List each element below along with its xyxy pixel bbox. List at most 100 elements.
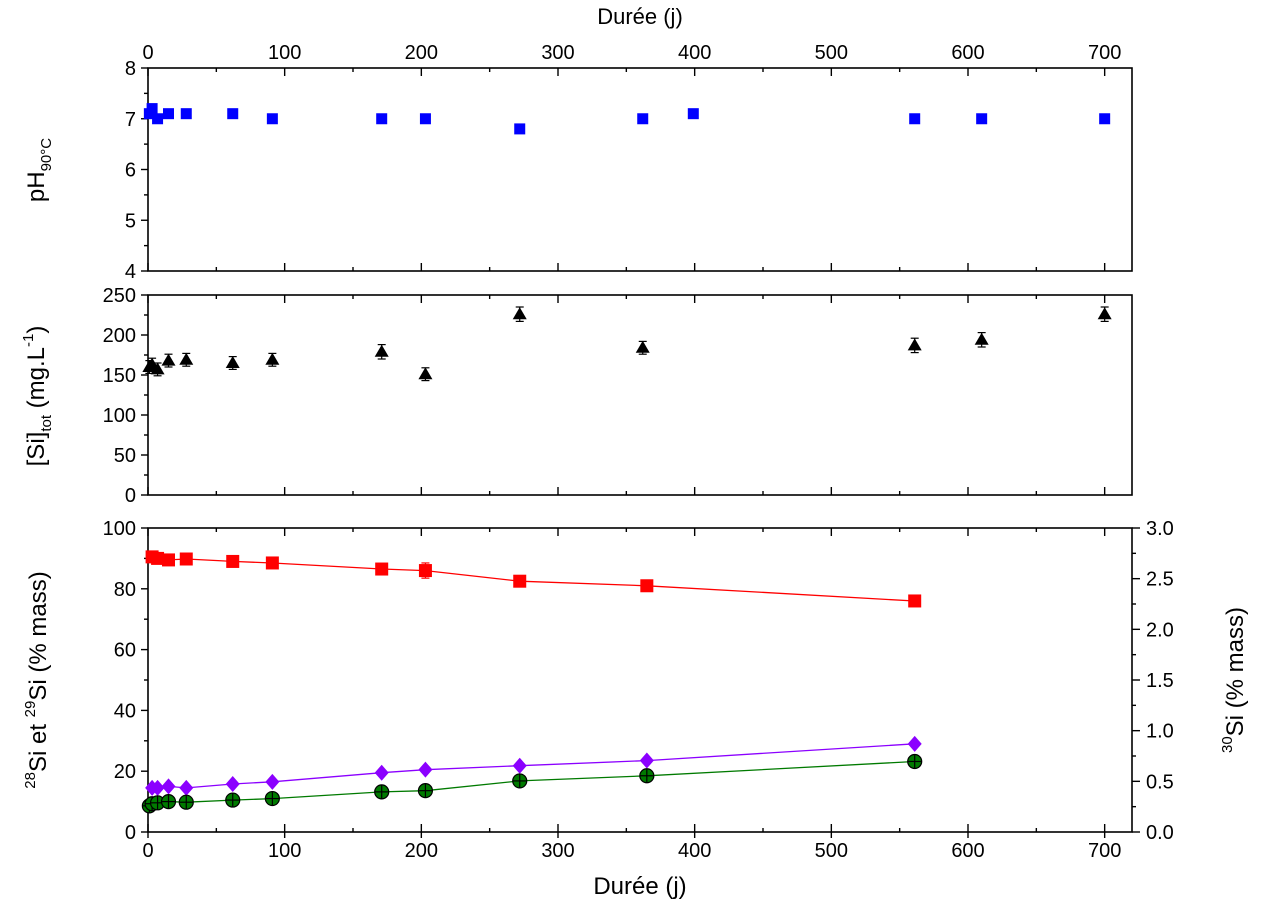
- ph-label-sub: 90°C: [38, 138, 55, 172]
- data-point-square: [909, 113, 921, 125]
- data-point-triangle: [907, 338, 922, 351]
- data-point-triangle: [635, 340, 650, 353]
- y-tick-label: 100: [103, 405, 136, 427]
- y-tick-label: 80: [114, 579, 136, 601]
- data-point-triangle: [974, 332, 989, 345]
- si-label-sup: -1: [20, 334, 37, 347]
- data-point-triangle: [1097, 307, 1112, 320]
- data-point-triangle: [418, 367, 433, 380]
- data-point-triangle: [225, 356, 240, 368]
- data-point-triangle: [161, 353, 176, 366]
- right-y-tick-label: 1.0: [1146, 721, 1174, 743]
- data-point-triangle: [374, 344, 389, 357]
- isotope-right-y-axis-title: 30Si (% mass): [1219, 607, 1249, 753]
- data-point-diamond: [418, 761, 433, 778]
- x-tick-label: 600: [951, 840, 984, 862]
- data-point-square: [1099, 113, 1111, 125]
- si-y-axis-title: [Si]tot (mg.L-1): [20, 326, 55, 467]
- data-point-triangle: [150, 362, 165, 375]
- data-point-square: [227, 108, 239, 120]
- data-point-square: [162, 553, 175, 567]
- data-point-diamond: [512, 757, 527, 774]
- data-point-diamond: [265, 773, 280, 790]
- si-label-main: [Si]: [23, 432, 50, 467]
- x-tick-label: 200: [405, 42, 438, 64]
- x-tick-label: 700: [1088, 42, 1121, 64]
- data-point-diamond: [639, 752, 654, 769]
- y-tick-label: 100: [103, 518, 136, 540]
- x-tick-label: 0: [142, 42, 153, 64]
- series-line-2-2: [148, 760, 915, 807]
- data-point-square: [163, 108, 174, 120]
- right-y-tick-label: 0.0: [1146, 822, 1174, 844]
- data-point-triangle: [265, 352, 280, 365]
- right-y-tick-label: 1.5: [1146, 670, 1174, 692]
- x-tick-label: 100: [268, 42, 301, 64]
- si-label-sub: tot: [38, 414, 55, 432]
- y-tick-label: 40: [114, 700, 136, 722]
- y-tick-label: 0: [125, 485, 136, 507]
- y-tick-label: 200: [103, 325, 136, 347]
- ph-label-main: pH: [23, 171, 50, 202]
- si-label-end: ): [23, 326, 50, 334]
- y-tick-label: 50: [114, 445, 136, 467]
- ph-panel-frame: [147, 67, 1133, 272]
- tick-labels: 0 100 200 300 400 500 600 700456780501001502002…: [103, 42, 1174, 862]
- right-y-tick-label: 3.0: [1146, 518, 1174, 540]
- x-tick-label: 400: [678, 42, 711, 64]
- ph-y-axis-title: pH90°C: [23, 138, 55, 202]
- x-tick-label: 100: [268, 840, 301, 862]
- data-point-square: [419, 113, 431, 125]
- data-point-square: [226, 554, 240, 568]
- data-point-square: [976, 113, 988, 125]
- data-point-square: [908, 594, 922, 608]
- data-point-diamond: [179, 779, 194, 796]
- data-point-diamond: [374, 764, 389, 781]
- right-y-tick-label: 2.0: [1146, 619, 1174, 641]
- y-tick-label: 4: [125, 261, 136, 283]
- isotope-left-a: Si et: [25, 717, 52, 772]
- data-point-triangle: [179, 352, 194, 365]
- data-points: [141, 103, 1112, 814]
- right-y-tick-label: 0.5: [1146, 771, 1174, 793]
- x-tick-label: 700: [1088, 840, 1121, 862]
- x-tick-label: 400: [678, 840, 711, 862]
- y-tick-label: 250: [103, 285, 136, 307]
- data-point-square: [266, 113, 278, 125]
- data-point-diamond: [150, 779, 165, 796]
- bottom-x-axis-title: Durée (j): [593, 873, 686, 900]
- data-point-diamond: [161, 778, 176, 795]
- y-tick-label: 8: [125, 58, 136, 80]
- x-tick-label: 0: [142, 840, 153, 862]
- series-lines: [148, 556, 915, 807]
- data-point-square: [514, 123, 526, 135]
- isotope-left-b: Si (% mass): [25, 571, 52, 700]
- si-panel-frame: [147, 294, 1133, 496]
- isotope-left-sup-a: 28: [22, 772, 39, 789]
- data-point-square: [146, 103, 158, 115]
- data-point-square: [513, 574, 527, 588]
- isotope-left-sup-b: 29: [22, 701, 39, 718]
- data-point-square: [687, 108, 699, 120]
- data-point-square: [180, 108, 192, 120]
- isotope-left-y-axis-title: 28Si et 29Si (% mass): [22, 571, 52, 788]
- y-tick-label: 20: [114, 761, 136, 783]
- right-y-tick-label: 2.5: [1146, 569, 1174, 591]
- x-tick-label: 200: [405, 840, 438, 862]
- data-point-square: [376, 113, 388, 125]
- y-tick-label: 7: [125, 109, 136, 131]
- x-tick-label: 500: [815, 840, 848, 862]
- y-tick-label: 60: [114, 640, 136, 662]
- data-point-square: [265, 556, 279, 570]
- si-label-tail: (mg.L: [23, 347, 50, 415]
- data-point-square: [152, 113, 164, 125]
- isotope-right-main: Si (% mass): [1222, 607, 1249, 736]
- data-point-square: [637, 113, 649, 125]
- data-point-square: [418, 564, 432, 578]
- data-point-square: [179, 552, 193, 566]
- y-tick-label: 0: [125, 822, 136, 844]
- data-point-square: [375, 562, 389, 576]
- data-point-diamond: [907, 735, 922, 752]
- x-tick-label: 500: [815, 42, 848, 64]
